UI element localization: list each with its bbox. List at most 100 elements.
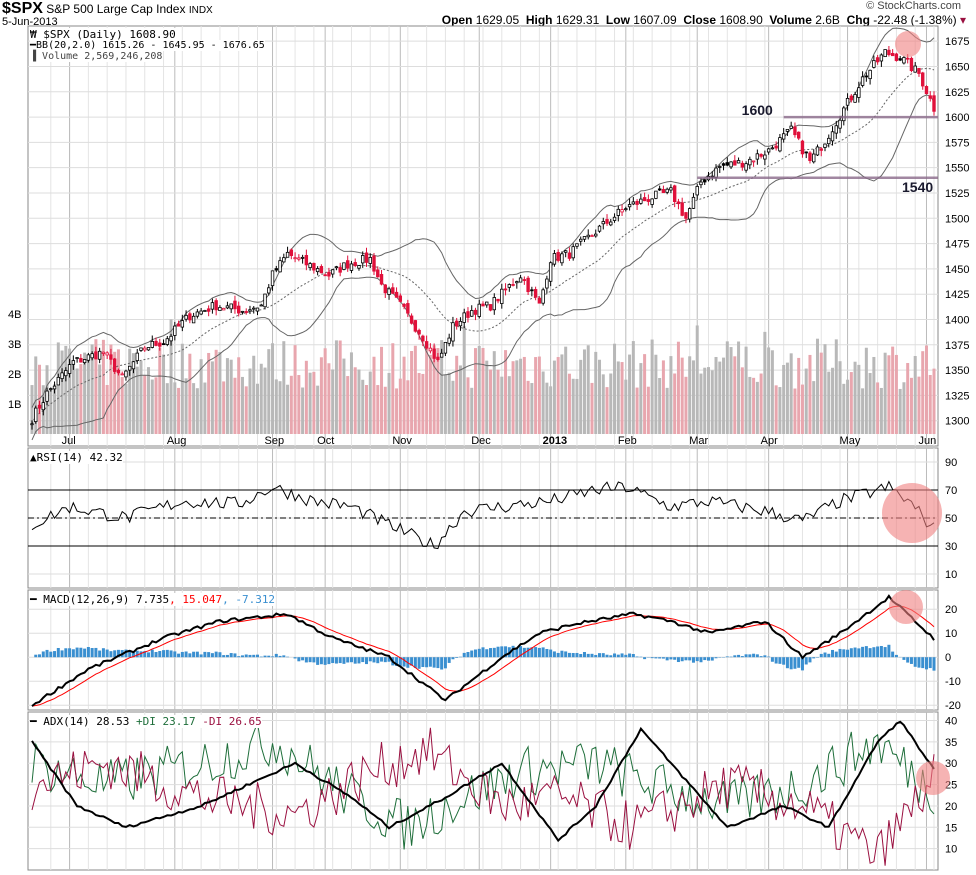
rsi-line xyxy=(31,480,935,550)
macd-histogram-bar xyxy=(301,657,305,661)
candle-body xyxy=(338,267,342,273)
volume-bar xyxy=(661,360,665,434)
volume-bar xyxy=(451,380,455,434)
candle-body xyxy=(116,369,121,374)
candle-body xyxy=(887,49,891,56)
candle-icon: ₩ xyxy=(30,28,44,41)
volume-bar xyxy=(56,342,60,434)
volume-bar xyxy=(79,364,83,434)
volume-bar xyxy=(98,364,102,434)
macd-histogram-bar xyxy=(131,652,135,658)
macd-histogram-bar xyxy=(229,653,233,658)
symbol: $SPX xyxy=(2,0,43,17)
support-label: 1600 xyxy=(742,102,773,118)
volume-bar xyxy=(522,356,526,434)
macd-histogram-bar xyxy=(165,649,169,658)
volume-bar xyxy=(883,352,887,434)
macd-histogram-bar xyxy=(598,653,602,658)
x-tick-label: Jul xyxy=(62,435,76,447)
candle-body xyxy=(56,376,61,386)
macd-histogram-bar xyxy=(571,653,575,658)
volume-bar xyxy=(60,350,64,434)
volume-bar xyxy=(669,356,673,434)
volume-bar xyxy=(83,352,87,434)
volume-bar xyxy=(740,367,744,434)
macd-histogram-bar xyxy=(364,657,368,665)
candle-body xyxy=(612,216,617,221)
macd-histogram-bar xyxy=(586,653,590,658)
macd-histogram-bar xyxy=(778,657,782,664)
volume-bar xyxy=(921,351,925,434)
volume-bar xyxy=(598,359,602,434)
candle-body xyxy=(823,143,827,148)
macd-histogram-bar xyxy=(582,651,586,658)
x-tick-label: Dec xyxy=(471,435,491,447)
candle-body xyxy=(466,311,470,318)
candle-body xyxy=(605,219,609,224)
candle-body xyxy=(699,181,703,186)
candle-body xyxy=(740,162,745,168)
volume-bar xyxy=(628,354,632,434)
volume-bar xyxy=(759,373,763,434)
macd-histogram-bar xyxy=(319,657,323,665)
macd-histogram-bar xyxy=(616,654,620,658)
candle-body xyxy=(582,236,587,240)
volume-bar xyxy=(857,364,861,434)
volume-bar xyxy=(613,343,617,434)
macd-histogram-bar xyxy=(477,648,481,658)
candle-body xyxy=(206,308,211,312)
macd-histogram-bar xyxy=(876,646,880,658)
candle-body xyxy=(586,234,590,238)
macd-histogram-bar xyxy=(173,651,177,658)
macd-histogram-bar xyxy=(913,657,917,667)
legend-macd-hist: , -7.312 xyxy=(222,593,276,606)
x-tick-label: Jun xyxy=(918,435,936,447)
volume-bar xyxy=(244,386,248,434)
candle-body xyxy=(507,284,512,288)
low-label: Low xyxy=(605,13,630,27)
macd-histogram-bar xyxy=(789,657,793,670)
y-tick-label: 1425 xyxy=(945,289,969,301)
volume-bar xyxy=(489,369,493,434)
x-tick-label: Aug xyxy=(167,435,187,447)
volume-bar xyxy=(443,374,447,434)
y-tick-label: 20 xyxy=(945,604,957,616)
volume-bar xyxy=(406,380,410,434)
volume-bar xyxy=(68,348,72,434)
volume-bar xyxy=(755,381,759,434)
volume-bar xyxy=(301,387,305,434)
candle-body xyxy=(274,268,278,271)
index-name: S&P 500 Large Cap Index xyxy=(46,2,186,16)
y-tick-label: 1550 xyxy=(945,163,969,175)
macd-histogram-bar xyxy=(184,651,188,658)
candle-body xyxy=(853,94,857,103)
x-tick-label: Oct xyxy=(317,435,334,447)
macd-histogram-bar xyxy=(782,657,786,665)
macd-histogram-bar xyxy=(733,655,737,658)
volume-bar xyxy=(225,358,229,434)
volume-bar xyxy=(455,355,459,434)
volume-bar xyxy=(534,357,538,434)
volume-bar xyxy=(913,356,917,434)
volume-bar xyxy=(361,379,365,434)
macd-histogram-bar xyxy=(233,653,237,658)
volume-bar xyxy=(541,371,545,434)
y-tick-label: 30 xyxy=(945,541,957,553)
macd-histogram-bar xyxy=(116,649,120,658)
y-tick-label: 1675 xyxy=(945,36,969,48)
volume-bar xyxy=(894,354,898,434)
macd-histogram-bar xyxy=(868,648,872,658)
candle-body xyxy=(161,343,166,346)
macd-histogram-bar xyxy=(511,645,515,658)
macd-histogram-bar xyxy=(402,657,406,667)
macd-histogram-bar xyxy=(94,647,98,658)
macd-histogram-bar xyxy=(838,648,842,658)
macd-histogram-bar xyxy=(891,651,895,658)
candle-body xyxy=(563,250,568,253)
volume-bar xyxy=(86,357,90,434)
macd-histogram-bar xyxy=(38,654,42,658)
candle-body xyxy=(654,190,658,199)
candle-body xyxy=(409,315,414,324)
macd-histogram-bar xyxy=(643,657,647,660)
candle-body xyxy=(165,338,169,345)
